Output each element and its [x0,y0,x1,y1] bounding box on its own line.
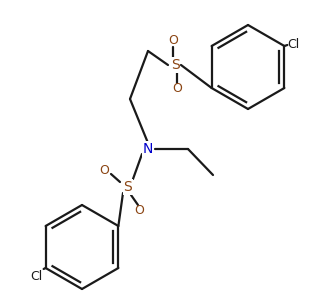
Text: Cl: Cl [287,39,300,51]
Text: O: O [134,205,144,217]
Text: Cl: Cl [30,270,43,283]
Text: S: S [171,58,179,72]
Text: O: O [172,83,182,95]
Text: O: O [168,34,178,48]
Text: S: S [124,180,132,194]
Text: O: O [99,164,109,178]
Text: N: N [143,142,153,156]
